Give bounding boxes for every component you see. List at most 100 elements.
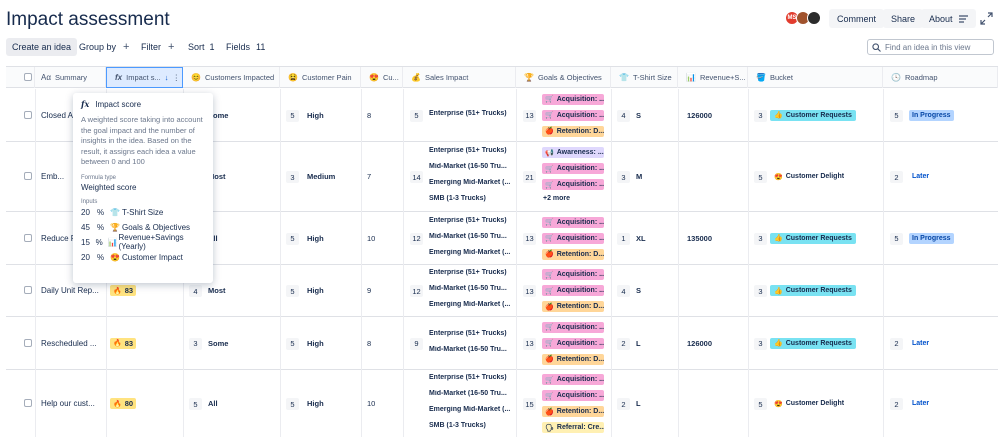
col-bucket[interactable]: 🪣 Bucket: [748, 67, 883, 88]
bucket-tag[interactable]: 👍 Customer Requests: [770, 109, 856, 121]
row-checkbox[interactable]: [24, 286, 32, 294]
idea-summary[interactable]: Reduce P...: [41, 233, 82, 243]
roadmap-status[interactable]: Later: [909, 398, 933, 409]
goal-tag[interactable]: 🛒 Acquisition: ...: [542, 390, 604, 401]
group-by-button[interactable]: Group by +: [79, 38, 129, 56]
goal-tag[interactable]: 📢 Awareness: ...: [542, 147, 604, 158]
sort-button[interactable]: Sort 1: [188, 38, 215, 56]
bucket-value: 3: [754, 109, 767, 122]
col-customer-pain[interactable]: 😫 Customer Pain: [280, 67, 361, 88]
sales-impact-count: 12: [410, 285, 423, 297]
expand-icon[interactable]: [980, 12, 993, 25]
column-divider: [35, 265, 36, 317]
col-impact-score[interactable]: fx Impact s... ↓ ⋮: [106, 67, 183, 88]
goal-icon: 🍎: [545, 356, 554, 363]
bucket-tag[interactable]: 👍 Customer Requests: [770, 232, 856, 244]
impact-score-value: 80: [124, 399, 134, 408]
goal-tag[interactable]: 🛒 Acquisition: ...: [542, 232, 604, 244]
tshirt-size-value: 1: [617, 232, 630, 245]
percent-sign: %: [97, 207, 105, 217]
table-row[interactable]: Help our cust... 🔥 80 5 All 5 High 10 Enterprise…: [6, 370, 998, 437]
col-tshirt-size[interactable]: 👕 T-Shirt Size: [611, 67, 678, 88]
roadmap-status[interactable]: Later: [909, 337, 933, 349]
goal-tag[interactable]: 🛒 Acquisition: ...: [542, 93, 604, 105]
goal-tag[interactable]: 🍎 Retention: D...: [542, 353, 604, 365]
sales-segment: SMB (1-3 Trucks): [429, 195, 486, 202]
roadmap-status[interactable]: In Progress: [909, 232, 954, 244]
table-row[interactable]: Rescheduled ... 🔥 83 3 Some 5 High 8 9 Enterprise…: [6, 317, 998, 370]
goal-label: Acquisition: ...: [556, 95, 604, 103]
col-customers-impacted[interactable]: 😊 Customers Impacted: [183, 67, 280, 88]
search-input[interactable]: [885, 42, 993, 52]
about-button[interactable]: About: [921, 9, 976, 28]
goal-icon: 🛒: [545, 340, 554, 347]
customers-impacted-label: Most: [208, 172, 226, 181]
goal-tag[interactable]: 🗣 Referral: Cre...: [542, 422, 604, 433]
customer-pain-label: High: [307, 110, 324, 120]
goal-tag[interactable]: 🛒 Acquisition: ...: [542, 163, 604, 174]
col-summary[interactable]: Aα Summary: [35, 67, 106, 88]
goal-tag[interactable]: 🛒 Acquisition: ...: [542, 216, 604, 228]
column-divider: [678, 317, 679, 370]
goal-tag[interactable]: 🛒 Acquisition: ...: [542, 179, 604, 190]
goal-tag[interactable]: 🛒 Acquisition: ...: [542, 269, 604, 280]
goal-tag[interactable]: 🍎 Retention: D...: [542, 248, 604, 260]
select-all-checkbox[interactable]: [24, 73, 32, 81]
bucket-icon: 👍: [774, 287, 783, 295]
col-customer-impact[interactable]: 😍 Cu...: [361, 67, 403, 88]
more-goals-link[interactable]: +2 more: [543, 195, 571, 202]
row-checkbox[interactable]: [24, 172, 32, 180]
bucket-tag[interactable]: 👍 Customer Requests: [770, 285, 856, 296]
more-icon[interactable]: ⋮: [172, 73, 180, 82]
bucket-tag[interactable]: 😍 Customer Delight: [770, 171, 849, 182]
menu-lines-icon: [958, 14, 968, 23]
idea-summary[interactable]: Emb...: [41, 172, 65, 181]
column-divider: [403, 265, 404, 317]
comment-button[interactable]: Comment: [829, 9, 885, 28]
idea-summary[interactable]: Rescheduled ...: [41, 338, 97, 348]
sort-desc-icon[interactable]: ↓: [164, 73, 169, 82]
customers-impacted-label: Some: [208, 338, 229, 348]
share-button[interactable]: Share: [883, 9, 924, 28]
bucket-tag[interactable]: 😍 Customer Delight: [770, 398, 849, 409]
create-idea-button[interactable]: Create an idea: [6, 38, 78, 56]
table-row[interactable]: Daily Unit Rep... 🔥 83 4 Most 5 High 9 12 Enterpr…: [6, 265, 998, 317]
goal-tag[interactable]: 🍎 Retention: D...: [542, 301, 604, 312]
table-row[interactable]: Closed Ac... Some 5 High 8 5 Enterprise (51+ T…: [6, 89, 998, 142]
idea-summary[interactable]: Help our cust...: [41, 399, 95, 408]
column-divider: [403, 317, 404, 370]
bucket-tag[interactable]: 👍 Customer Requests: [770, 337, 856, 349]
col-sales-impact[interactable]: 💰 Sales Impact: [403, 67, 516, 88]
fields-button[interactable]: Fields 11: [226, 38, 265, 56]
select-all-cell[interactable]: [6, 67, 35, 88]
tshirt-size-value: 3: [617, 171, 630, 183]
goal-icon: 🛒: [545, 287, 554, 295]
avatar-group[interactable]: MS: [785, 11, 821, 25]
col-revenue[interactable]: 📊 Revenue+S...: [678, 67, 748, 88]
roadmap-status[interactable]: Later: [909, 171, 933, 182]
sales-segment: Enterprise (51+ Trucks): [429, 269, 507, 276]
row-checkbox[interactable]: [24, 233, 32, 242]
filter-button[interactable]: Filter +: [141, 38, 174, 56]
col-goals[interactable]: 🏆 Goals & Objectives: [516, 67, 611, 88]
col-roadmap[interactable]: 🕓 Roadmap: [883, 67, 998, 88]
row-checkbox[interactable]: [24, 110, 32, 119]
goal-tag[interactable]: 🍎 Retention: D...: [542, 125, 604, 137]
idea-summary[interactable]: Closed Ac...: [41, 110, 84, 120]
avatar[interactable]: [807, 11, 821, 25]
goal-tag[interactable]: 🛒 Acquisition: ...: [542, 109, 604, 121]
goal-label: Acquisition: ...: [556, 234, 604, 242]
sales-impact-count: 14: [410, 171, 423, 183]
goal-tag[interactable]: 🛒 Acquisition: ...: [542, 285, 604, 296]
row-checkbox[interactable]: [24, 338, 32, 347]
goal-tag[interactable]: 🛒 Acquisition: ...: [542, 374, 604, 385]
goal-tag[interactable]: 🍎 Retention: D...: [542, 406, 604, 417]
bucket-value: 3: [754, 232, 767, 245]
row-checkbox[interactable]: [24, 399, 32, 407]
goal-tag[interactable]: 🛒 Acquisition: ...: [542, 321, 604, 333]
roadmap-status[interactable]: In Progress: [909, 109, 954, 121]
goal-tag[interactable]: 🛒 Acquisition: ...: [542, 337, 604, 349]
idea-summary[interactable]: Daily Unit Rep...: [41, 286, 99, 295]
group-by-label: Group by: [79, 42, 117, 52]
search-box[interactable]: [867, 39, 994, 55]
